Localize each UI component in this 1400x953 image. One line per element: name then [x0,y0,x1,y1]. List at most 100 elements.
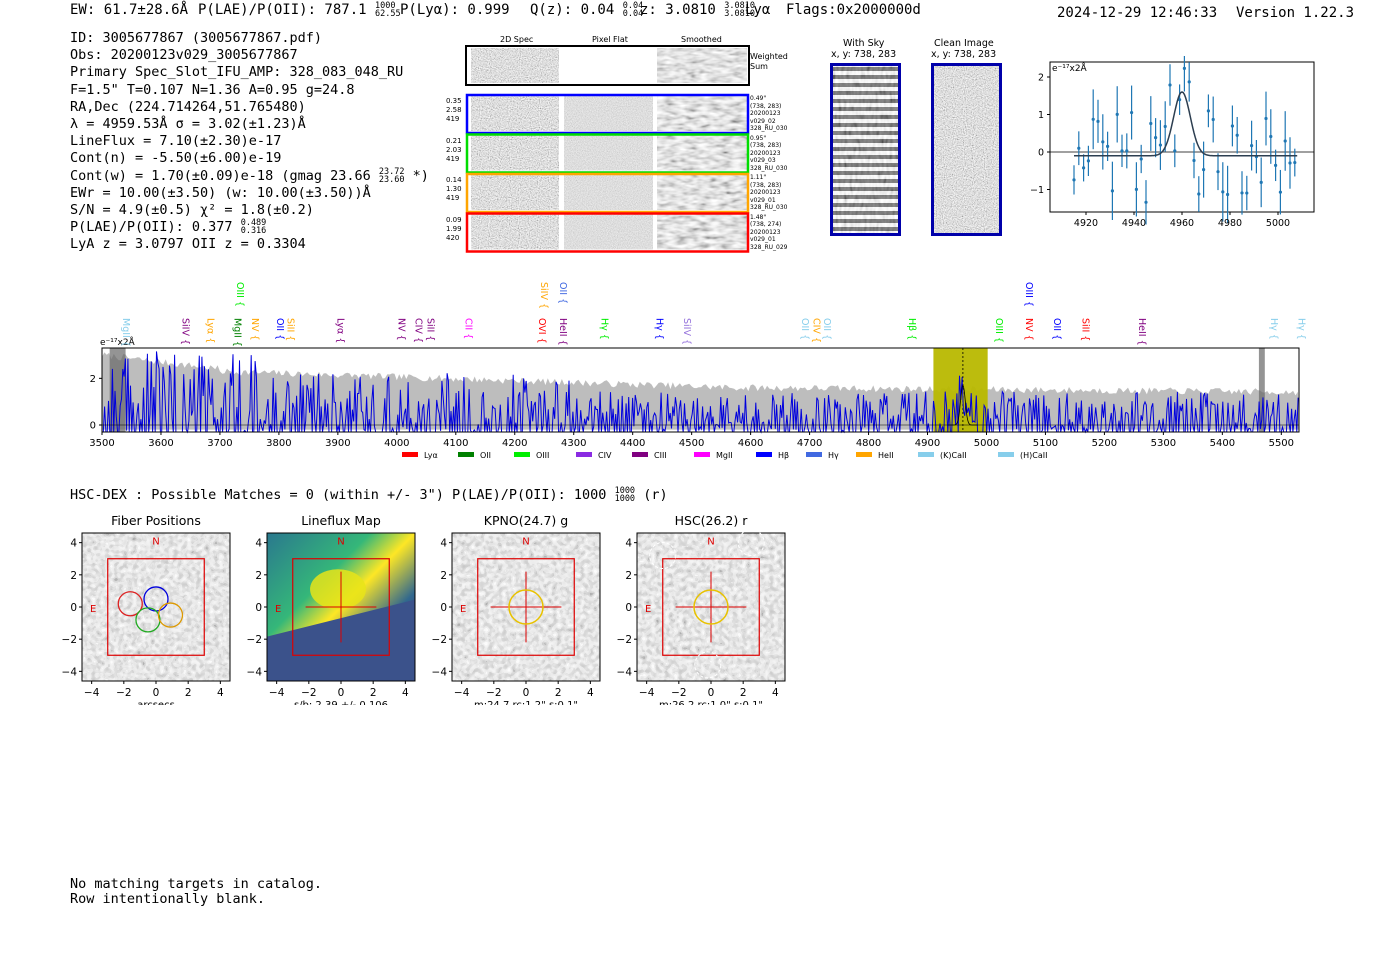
col-pixel-flat: Pixel Flat [592,35,628,44]
fiber-circle [117,591,143,617]
zoom-point [1197,192,1201,196]
panel-ytick: 0 [440,602,447,614]
svg-text:CIV {: CIV { [811,318,822,343]
hsc-dex-title: HSC-DEX : Possible Matches = 0 (within +… [70,487,607,503]
svg-text:Hγ {: Hγ { [654,318,665,340]
svg-text:NV {: NV { [395,318,406,341]
info-lyaz: LyA z = 3.0797 OII z = 0.3304 [70,236,306,253]
panel-xtick: −4 [269,687,285,699]
info-sn: S/N = 4.9(±0.5) χ² = 1.8(±0.2) [70,201,314,218]
zoom-point [1178,98,1182,102]
line-label-OIII: OIII { [1023,282,1034,307]
zoom-point [1082,166,1086,170]
line-label-HeII: HeII { [1136,318,1147,346]
zoom-point [1144,200,1148,204]
line-label-SiIV: SiIV { [538,282,549,309]
zoom-point [1134,187,1138,191]
panel-0: Fiber Positions N E 4 2 0 −2 −4 −4 −2 0 2 4 arcsecs [62,513,231,705]
info-radec: RA,Dec (224.714264,51.765480) [70,98,306,115]
cutout-frame-1 [465,133,750,174]
panel-ytick: 2 [440,570,447,582]
contw-hi: 23.72 [378,166,405,177]
zoom-ytick: 2 [1038,73,1044,84]
zoom-point [1077,146,1081,150]
with-sky-xy: x, y: 738, 283 [831,49,897,60]
zoom-point [1240,191,1244,195]
panel-ytick: −4 [617,666,633,678]
panel-xtick: 4 [772,687,779,699]
zoom-point [1192,158,1196,163]
zoom-point [1206,109,1210,113]
svg-text:SiII {: SiII { [285,318,296,341]
info-contn: Cont(n) = -5.50(±6.00)e-19 [70,150,282,167]
line-label-NV: NV { [1023,318,1034,341]
ew-value: EW: 61.7±28.6Å [70,2,189,18]
cutout-right-info-0: 0.49" (738, 283) 20200123 v029_02 328_RU… [750,95,788,132]
zoom-point [1086,159,1090,163]
zoom-point [1072,178,1076,182]
z-lo: 3.0810 [724,9,756,19]
col-smoothed: Smoothed [681,35,722,44]
panel-xtick: 2 [555,687,562,699]
sky-images [830,63,1002,236]
east-marker: E [275,604,281,615]
spectrum-error-envelope [102,352,1299,430]
panel-3: HSC(26.2) r N E 4 2 0 −2 −4 −4 −2 0 2 4 m:26.2 rc:1.0… [617,513,786,705]
zoom-point [1149,121,1153,126]
zoom-point [1216,170,1220,174]
legend-label: CIII [654,451,667,460]
spectrum-xtick: 5500 [1269,438,1294,449]
line-label-Hγ: Hγ { [598,318,609,340]
zoom-point [1264,116,1268,121]
spectrum-xtick: 4000 [384,438,409,449]
plae2-hi: 0.489 [240,218,267,229]
panel-xtick: 0 [708,687,715,699]
cutout-left-info-2: 0.14 1.30 419 [446,176,462,202]
with-sky-frame [830,63,901,236]
zoom-point [1158,143,1162,147]
zoom-xtick: 4940 [1122,218,1146,229]
panel-xtick: 4 [217,687,224,699]
zoom-point [1091,117,1095,121]
legend-label: CIV [598,451,612,460]
line-label-HeII: HeII { [557,318,568,346]
legend-label: OII [480,451,491,460]
zoom-point [1226,192,1230,197]
zoom-point [1202,168,1206,172]
spectrum-xtick: 4100 [443,438,468,449]
hsc-dex-line: HSC-DEX : Possible Matches = 0 (within +… [70,487,668,504]
hsc-frac-lo: 1000 [614,494,636,504]
svg-text:OIII {: OIII { [1023,282,1034,307]
zoom-xtick: 4960 [1170,218,1194,229]
weighted-2d [471,48,559,83]
fiber-circle [157,602,184,628]
zoom-point [1106,144,1110,148]
line-label-OIII: OIII { [234,282,245,307]
svg-text:OII {: OII { [799,318,810,340]
clean-xy: x, y: 738, 283 [931,49,997,60]
cutout-left-info-0: 0.35 2.58 419 [446,97,462,123]
legend-swatch [918,452,934,457]
aperture-circle [508,589,544,625]
east-marker: E [460,604,466,615]
north-marker: N [152,536,159,547]
clean-title: Clean Image [934,38,994,49]
spectrum-xtick: 3500 [89,438,114,449]
spectrum-xtick: 4300 [561,438,586,449]
panel-title: KPNO(24.7) g [484,513,568,528]
svg-text:SiII {: SiII { [424,318,435,341]
spectrum-xtick: 4400 [620,438,645,449]
svg-text:OII {: OII { [557,282,568,304]
line-label-Hγ: Hγ { [1268,318,1279,340]
line-label-Lyα: Lyα { [204,318,215,343]
line-label-OII: OII { [274,318,285,340]
zoom-point [1288,161,1292,165]
catalog-circle [649,542,677,570]
zoom-point [1154,136,1158,140]
with-sky-stripes [832,65,899,234]
panel-ytick: −2 [247,634,262,646]
line-label-OII: OII { [799,318,810,340]
legend-swatch [694,452,710,457]
panel-ytick: 0 [70,602,77,614]
spectrum-xtick: 4900 [915,438,940,449]
